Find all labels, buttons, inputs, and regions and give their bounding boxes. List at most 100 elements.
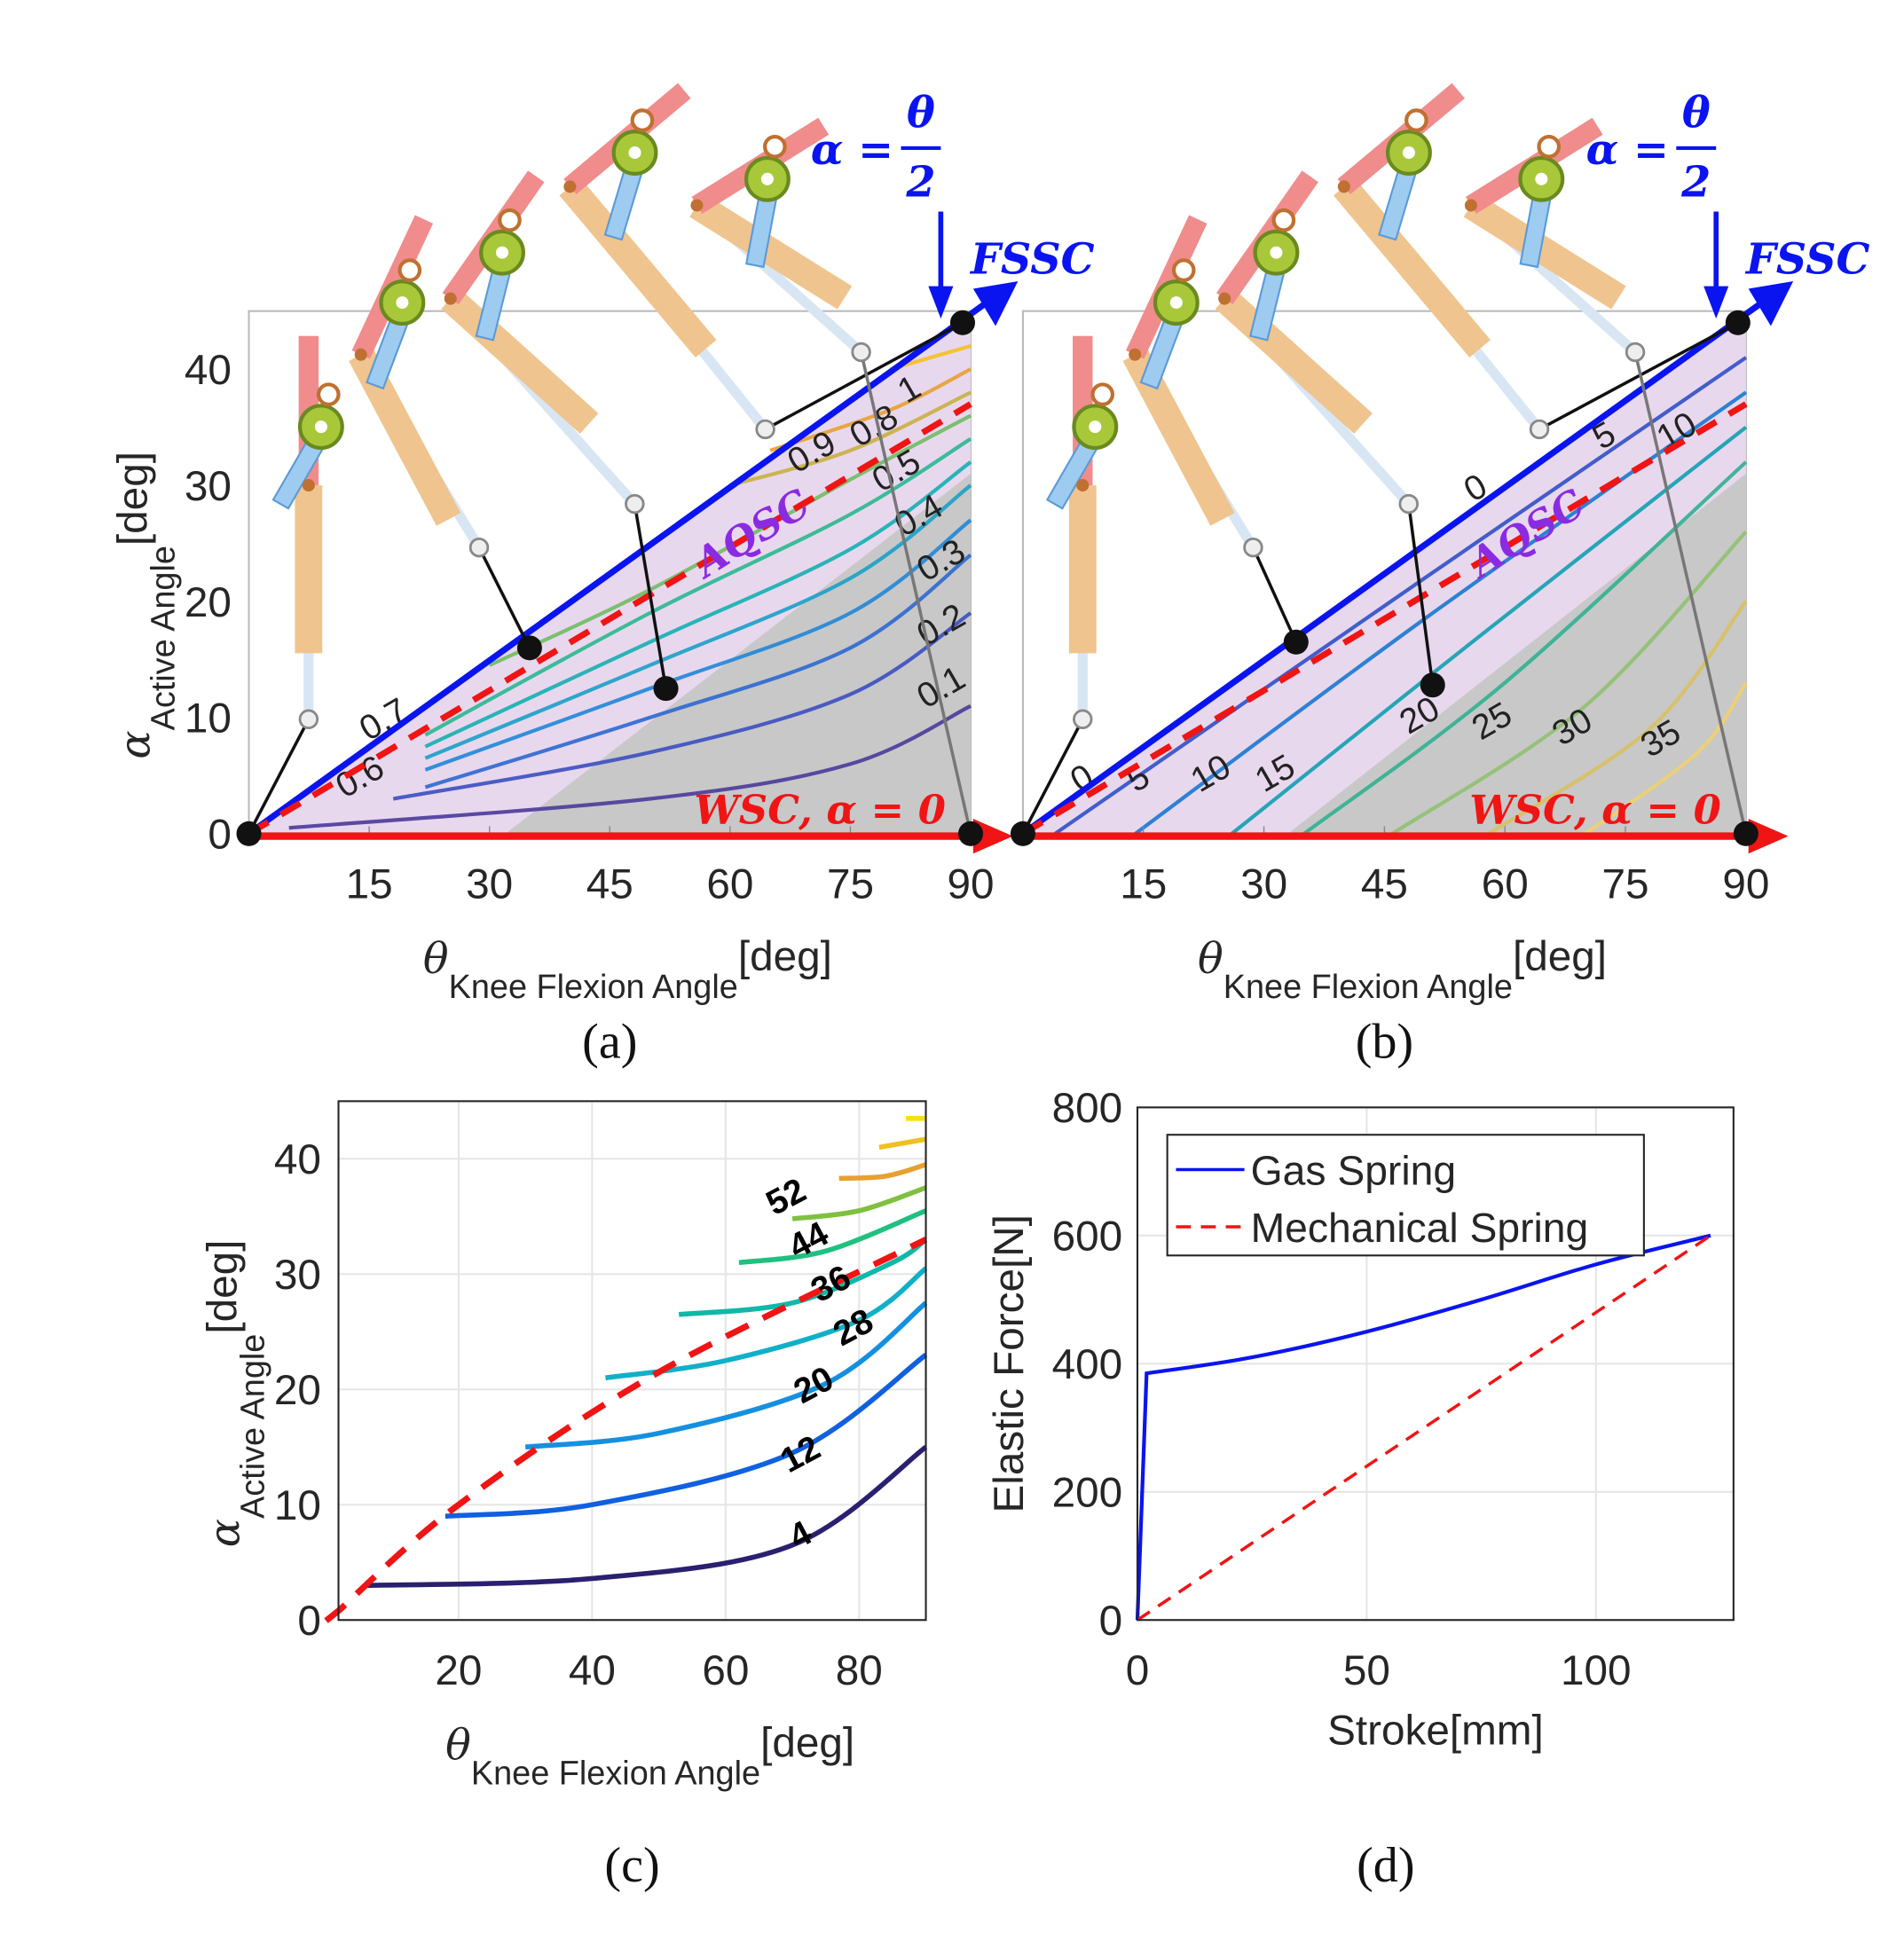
pin-joint: [1625, 342, 1646, 363]
y-tick-label: 10: [274, 1482, 321, 1529]
contour-line-0.1: [288, 703, 972, 830]
wsc-arrowhead: [972, 818, 1013, 854]
knee-joint: [444, 292, 457, 305]
contour-line-0.5: [424, 483, 972, 760]
legend: Gas Spring Mechanical Spring: [1166, 1134, 1645, 1257]
y-axis-label: αActive Angle[deg]: [199, 1240, 271, 1548]
x-tick-label: 80: [836, 1647, 883, 1694]
leader-line: [477, 546, 531, 649]
y-tick-label: 40: [274, 1136, 321, 1183]
knee-exoskeleton-pose: [1045, 335, 1119, 729]
x-tick-label: 45: [1361, 861, 1408, 908]
pin-joint: [1073, 709, 1093, 729]
x-tick-label: 100: [1561, 1647, 1632, 1694]
y-tick-label: 0: [297, 1598, 321, 1645]
fssc-label: FSSC: [969, 235, 1095, 285]
x-axis-subscript: Knee Flexion Angle: [1223, 969, 1513, 1006]
contour-line-12: [445, 1353, 928, 1520]
fssc-line: [1020, 294, 1773, 837]
configuration-point: [516, 635, 542, 661]
contour-line-0.4: [424, 518, 972, 772]
pointer-arrowhead: [928, 286, 954, 319]
x-axis-subscript: Knee Flexion Angle: [471, 1755, 760, 1792]
fssc-line: [247, 294, 998, 837]
y-axis-label: Elastic Force[N]: [986, 1214, 1033, 1512]
x-axis-symbol: θ: [1198, 935, 1223, 984]
pin-joint: [851, 342, 871, 363]
x-axis-label: θKnee Flexion Angle[deg]: [445, 1720, 854, 1793]
y-tick-label: 10: [185, 695, 232, 742]
contour-line-30: [1487, 600, 1748, 836]
x-axis-symbol: θ: [423, 935, 449, 984]
contour-line-25: [1391, 530, 1748, 836]
x-tick-label: 75: [827, 861, 874, 908]
mechanism-illustrations: [271, 82, 1646, 729]
y-tick-label: 400: [1052, 1341, 1123, 1388]
x-axis-unit: [deg]: [738, 933, 832, 980]
knee-exoskeleton-pose: [1463, 117, 1646, 363]
leader-line: [1407, 503, 1435, 686]
y-tick-label: 30: [185, 463, 232, 510]
wsc-arrowhead: [1748, 818, 1789, 854]
pin-joint: [625, 493, 645, 515]
pin-joint: [1243, 537, 1263, 558]
shank-link: [689, 193, 853, 310]
contour-line-52: [791, 1185, 927, 1222]
x-axis-unit: [deg]: [760, 1720, 854, 1767]
axes-frame: [1136, 1106, 1735, 1622]
gear-hub: [1402, 146, 1415, 160]
x-tick-label: 60: [706, 861, 753, 908]
x-tick-label: 15: [1120, 861, 1167, 908]
y-axis-subscript: Active Angle: [145, 546, 182, 730]
knee-mechanism-group: [1045, 82, 1646, 729]
shank-link: [1215, 288, 1373, 434]
shank-link: [1463, 193, 1626, 310]
contour-line-5: [1053, 356, 1748, 836]
x-tick-label: 0: [1126, 1647, 1150, 1694]
contour-line-20: [524, 1300, 928, 1450]
y-tick-label: 0: [208, 812, 232, 859]
configuration-point: [1725, 310, 1751, 335]
y-axis-subscript: Active Angle: [234, 1334, 271, 1519]
y-tick-label: 30: [274, 1252, 321, 1299]
contour-line-0.2: [392, 611, 972, 801]
contour-line-35: [1584, 681, 1748, 836]
leader-line: [1021, 718, 1084, 835]
leader-line: [764, 321, 964, 431]
x-axis-symbol: θ: [445, 1721, 471, 1770]
contour-line-0.7: [424, 436, 972, 737]
series-gas-spring: [1135, 1233, 1711, 1621]
pulley-icon: [1537, 135, 1562, 159]
knee-joint: [1076, 479, 1090, 492]
x-tick-label: 45: [586, 861, 633, 908]
pulley-icon: [316, 382, 341, 406]
gear-hub: [760, 172, 774, 185]
y-axis-label: αActive Angle[deg]: [110, 452, 183, 759]
gear-hub: [1169, 296, 1183, 310]
contour-line-15: [1231, 425, 1748, 836]
series-mechanical-spring: [1137, 1234, 1712, 1622]
knee-exoskeleton-pose: [1215, 170, 1419, 515]
configuration-point: [1010, 821, 1035, 846]
x-tick-label: 60: [1482, 861, 1529, 908]
x-axis-label: θKnee Flexion Angle[deg]: [1198, 933, 1607, 1006]
gear-hub: [1089, 420, 1102, 434]
pulley-icon: [630, 108, 655, 132]
wsc-label: WSC, α = 0: [1469, 787, 1721, 834]
pin-joint: [1529, 419, 1550, 440]
knee-exoskeleton-pose: [689, 117, 871, 363]
shank-link: [1334, 177, 1491, 358]
gear-hub: [628, 146, 641, 160]
pin-joint: [468, 537, 490, 558]
knee-exoskeleton-pose: [1334, 82, 1550, 440]
knee-exoskeleton-pose: [1122, 215, 1263, 558]
shank-link: [441, 288, 599, 434]
configuration-point: [949, 310, 976, 335]
knee-joint: [1337, 180, 1350, 193]
panel-caption: (d): [1357, 1838, 1414, 1893]
x-tick-label: 30: [1240, 861, 1287, 908]
leader-line: [247, 718, 311, 835]
fssc-label: FSSC: [1744, 235, 1870, 285]
